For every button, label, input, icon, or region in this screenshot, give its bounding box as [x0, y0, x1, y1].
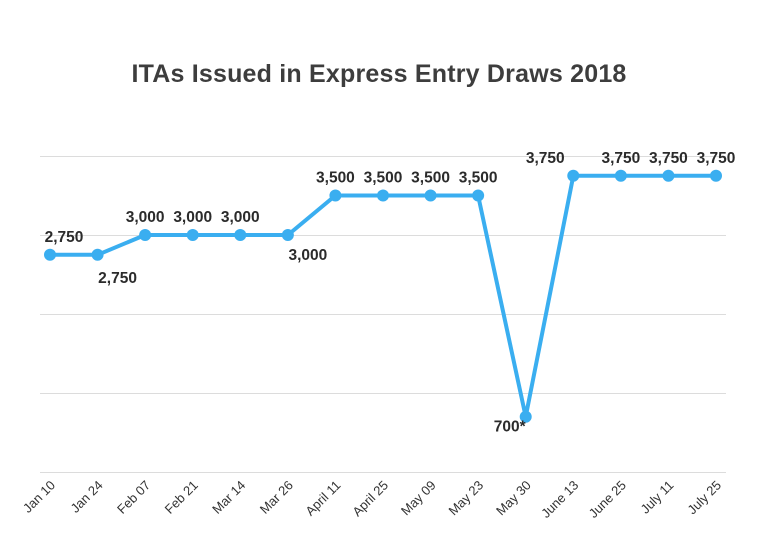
data-label: 3,000: [288, 247, 327, 264]
data-label: 3,500: [459, 170, 498, 187]
data-label: 3,750: [697, 150, 736, 167]
data-point: [329, 189, 342, 202]
data-label: 3,000: [173, 209, 212, 226]
data-point: [234, 229, 247, 241]
x-tick-label: May 09: [398, 478, 439, 519]
x-tick-label: June 13: [538, 478, 581, 521]
x-tick-label: Jan 10: [20, 478, 58, 516]
data-point: [281, 229, 294, 241]
data-point: [44, 248, 56, 261]
data-label: 3,750: [601, 150, 640, 167]
x-tick-label: July 11: [637, 478, 676, 517]
data-point: [662, 169, 675, 182]
data-label: 3,750: [526, 150, 565, 167]
data-point: [614, 169, 627, 182]
data-label: 700*: [494, 419, 527, 436]
data-label: 3,750: [649, 150, 688, 167]
data-point: [186, 229, 199, 241]
x-tick-label: Feb 21: [162, 478, 201, 517]
data-label: 3,500: [411, 170, 450, 187]
x-tick-label: May 30: [493, 478, 534, 519]
data-point: [567, 169, 580, 182]
x-tick-label: June 25: [586, 478, 629, 521]
data-label: 3,000: [221, 209, 260, 226]
x-tick-label: April 25: [349, 478, 391, 520]
data-label: 2,750: [98, 270, 137, 287]
data-label: 3,500: [364, 170, 403, 187]
x-tick-label: Mar 26: [257, 478, 296, 517]
chart-title: ITAs Issued in Express Entry Draws 2018: [131, 60, 627, 88]
x-tick-label: May 23: [446, 478, 487, 519]
data-point: [424, 189, 437, 202]
x-tick-label: Jan 24: [67, 478, 105, 516]
data-label: 3,500: [316, 170, 355, 187]
x-tick-label: July 25: [684, 478, 724, 518]
data-point: [519, 410, 532, 423]
data-point: [139, 229, 152, 241]
data-point: [472, 189, 485, 202]
x-tick-label: Feb 07: [114, 478, 153, 517]
x-tick-label: Mar 14: [209, 478, 248, 517]
data-point: [377, 189, 389, 202]
data-label: 3,000: [126, 209, 165, 226]
x-tick-label: April 11: [302, 478, 343, 519]
data-point: [91, 248, 104, 261]
data-point: [710, 169, 722, 182]
data-label: 2,750: [45, 229, 84, 246]
